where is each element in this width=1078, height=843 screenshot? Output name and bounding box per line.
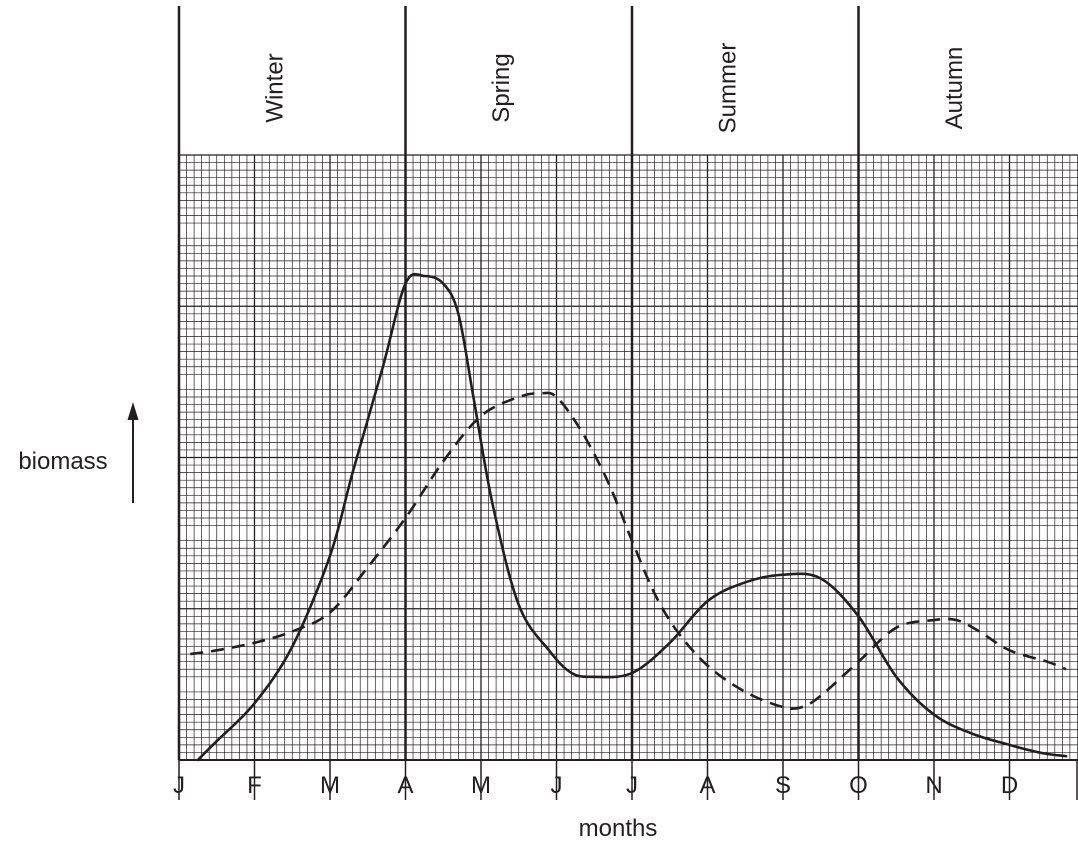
major-grid	[179, 154, 1078, 761]
month-label: A	[397, 772, 413, 799]
month-axis	[178, 760, 1078, 800]
season-dividers	[177, 6, 860, 760]
month-label: J	[173, 772, 185, 799]
season-label: Autumn	[941, 47, 968, 130]
month-label: S	[775, 772, 791, 799]
month-label: N	[925, 772, 942, 799]
season-label: Winter	[261, 53, 288, 122]
season-labels: Winter Spring Summer Autumn	[261, 43, 968, 134]
month-label: A	[699, 772, 715, 799]
x-axis-label: months	[579, 815, 658, 842]
dashed-biomass-curve	[190, 391, 1067, 711]
month-label: D	[1001, 772, 1018, 799]
season-label: Spring	[488, 53, 515, 122]
month-label: J	[626, 772, 638, 799]
y-axis-indicator: biomass	[18, 402, 139, 503]
month-label: F	[247, 772, 262, 799]
month-label: M	[471, 772, 491, 799]
season-label: Summer	[714, 43, 741, 134]
month-label: J	[551, 772, 563, 799]
series-layer	[190, 272, 1068, 762]
solid-biomass-curve	[196, 272, 1068, 762]
month-label: M	[320, 772, 340, 799]
y-axis-label: biomass	[18, 448, 107, 475]
y-axis-arrow-head	[127, 402, 139, 420]
month-label: O	[849, 772, 868, 799]
